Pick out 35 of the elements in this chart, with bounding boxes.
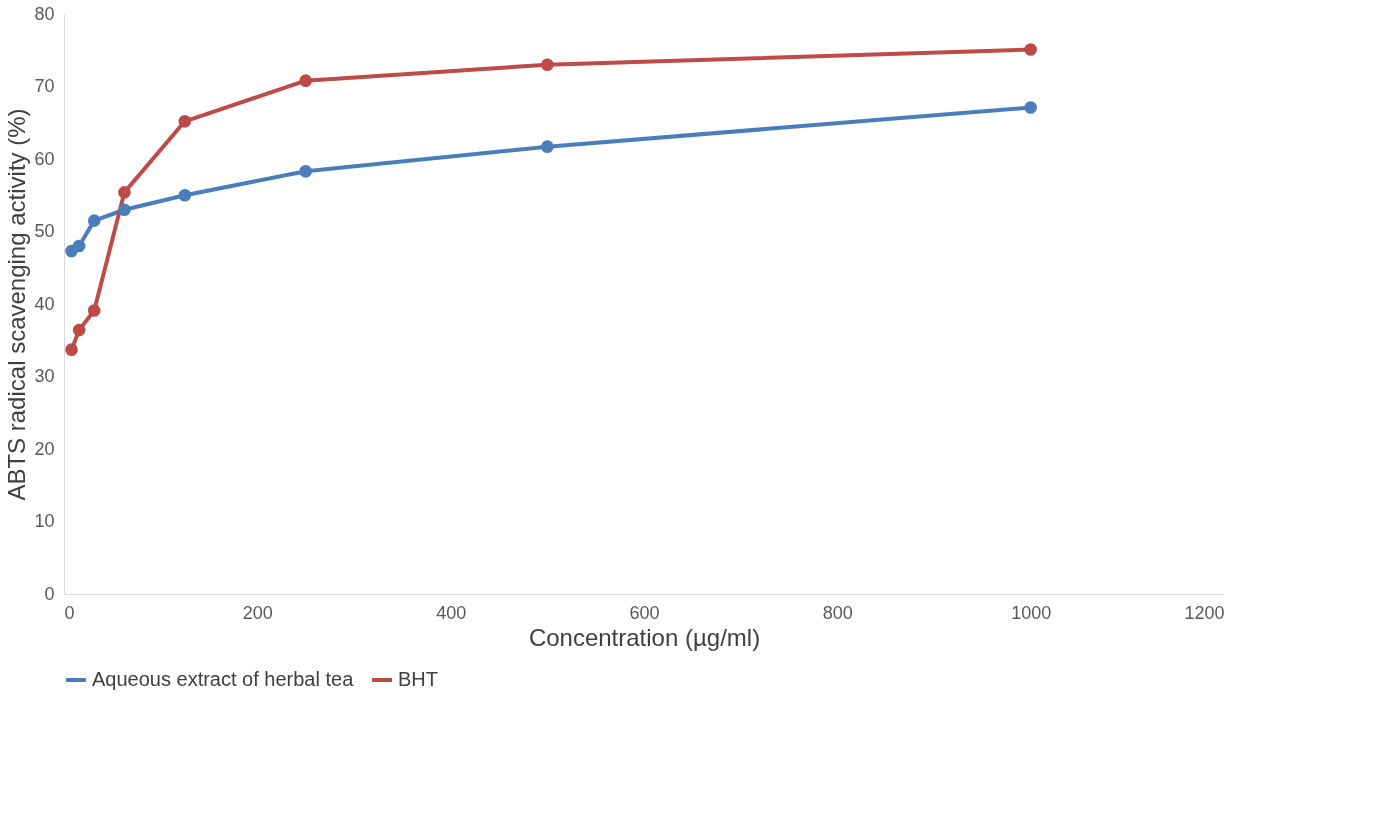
y-tick-label: 80 <box>34 3 55 24</box>
y-tick-label: 40 <box>34 293 55 314</box>
y-tick-label: 60 <box>34 148 55 169</box>
point <box>299 165 312 178</box>
x-tick-label: 400 <box>436 602 467 623</box>
x-tick-label: 1000 <box>1011 602 1052 623</box>
point <box>118 186 131 199</box>
point <box>65 343 78 356</box>
point <box>178 114 192 128</box>
x-tick-label: 1200 <box>1184 602 1225 623</box>
point <box>72 239 86 253</box>
y-axis-title: ABTS radical scavenging activity (%) <box>3 108 31 501</box>
y-tick-label: 10 <box>34 511 55 531</box>
point <box>87 214 101 227</box>
point <box>118 203 131 217</box>
point <box>178 188 192 202</box>
point <box>1024 101 1037 114</box>
point <box>72 323 86 337</box>
x-tick-label: 600 <box>629 602 660 623</box>
point <box>1024 43 1037 56</box>
x-axis-title: Concentration (µg/ml) <box>528 623 761 651</box>
y-tick-label: 0 <box>44 583 55 604</box>
point <box>299 74 312 88</box>
x-tick-label: 800 <box>822 602 853 623</box>
point <box>87 304 101 317</box>
legend-label: Aqueous extract of herbal tea <box>92 668 355 690</box>
y-tick-label: 50 <box>34 221 55 241</box>
y-tick-label: 20 <box>34 438 55 459</box>
y-tick-label: 30 <box>34 366 55 386</box>
x-tick-label: 200 <box>242 602 273 623</box>
point <box>541 58 554 72</box>
point <box>541 140 554 153</box>
y-tick-label: 70 <box>34 76 55 96</box>
x-tick-label: 0 <box>64 602 75 623</box>
legend-label: BHT <box>398 668 438 690</box>
